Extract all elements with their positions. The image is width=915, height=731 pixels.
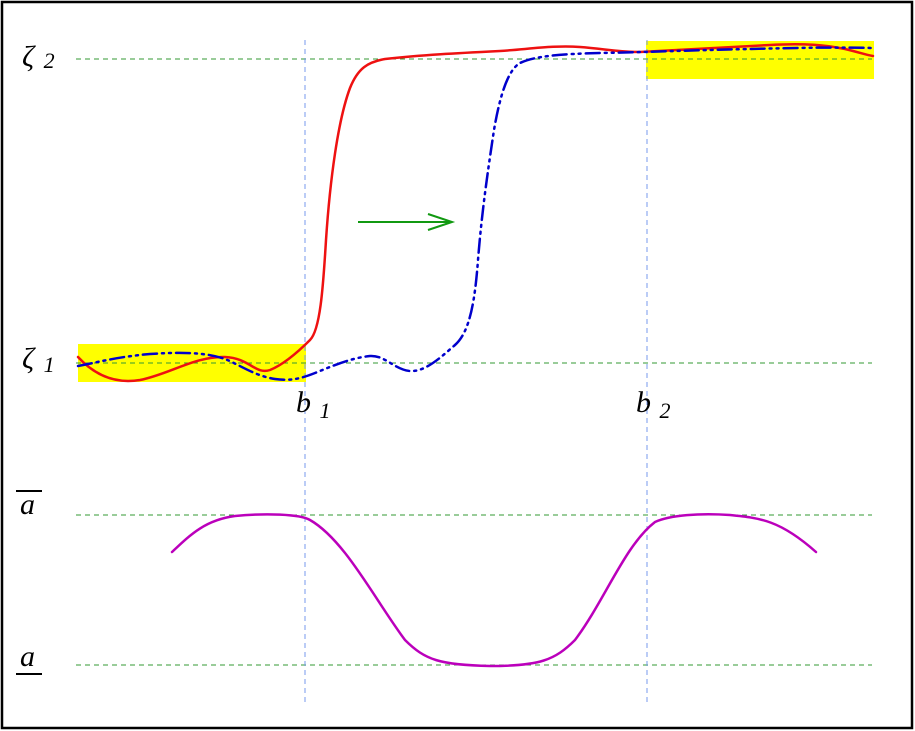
label-zeta1-main: ζ [22, 342, 36, 375]
label-zeta2-main: ζ [22, 40, 36, 73]
label-zeta1-sub: 1 [44, 352, 55, 377]
label-b2: b 2 [636, 386, 671, 423]
label-b1-main: b [296, 386, 311, 419]
solid-curve [76, 42, 875, 383]
label-b1-sub: 1 [320, 398, 331, 423]
dash-dot-curve [76, 46, 875, 381]
label-b2-sub: 2 [660, 398, 671, 423]
label-zeta2: ζ 2 [22, 40, 55, 73]
lower-curve [170, 513, 818, 668]
label-zeta1: ζ 1 [22, 342, 55, 377]
label-b2-main: b [636, 386, 651, 419]
label-a-upper: a [20, 488, 35, 521]
label-zeta2-sub: 2 [44, 48, 55, 73]
label-b1: b 1 [296, 386, 331, 423]
shift-arrow-head [427, 213, 456, 231]
label-a-lower: a [20, 640, 35, 673]
